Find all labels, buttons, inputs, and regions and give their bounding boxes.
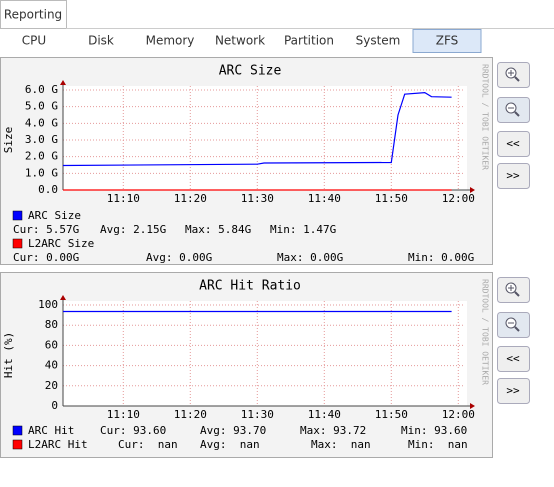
legend-swatch <box>12 238 23 249</box>
tab[interactable]: System <box>356 34 401 48</box>
x-tick-label: 12:00 <box>442 408 475 421</box>
side-button[interactable] <box>497 346 530 372</box>
x-tick-label: 11:50 <box>375 192 408 205</box>
y-tick-label: 6.0 G <box>25 83 58 96</box>
x-tick-label: 11:40 <box>308 408 341 421</box>
tab[interactable]: Network <box>215 34 265 48</box>
y-tick-label: 3.0 G <box>25 133 58 146</box>
axis-arrow <box>60 80 66 85</box>
legend-stat: Min: 93.60 <box>401 424 467 437</box>
x-tick-label: 11:40 <box>308 192 341 205</box>
chart-title: ARC Size <box>219 64 282 79</box>
plot-area <box>63 301 467 406</box>
tab[interactable]: CPU <box>22 34 46 48</box>
legend-stat: Avg: 93.70 <box>200 424 266 437</box>
tab[interactable]: Partition <box>284 34 334 48</box>
watermark: RRDTOOL / TOBI OETIKER <box>481 64 490 170</box>
axis-arrow <box>470 403 475 409</box>
y-tick-label: 40 <box>45 359 58 372</box>
y-tick-label: 0 <box>51 399 58 412</box>
legend-stat: Cur: 5.57G <box>13 223 79 236</box>
nav-button-label[interactable]: << <box>506 352 520 365</box>
zoom-icon[interactable] <box>514 76 520 82</box>
legend-stat: Min: nan <box>408 438 468 451</box>
y-axis-label: Hit (%) <box>2 332 15 378</box>
top-tab-label[interactable]: Reporting <box>4 8 62 22</box>
x-tick-label: 11:10 <box>107 408 140 421</box>
legend-stat: Max: 93.72 <box>300 424 366 437</box>
x-tick-label: 11:20 <box>174 408 207 421</box>
legend-stat: Cur: 0.00G <box>13 251 79 264</box>
legend-stat: Min: 1.47G <box>270 223 336 236</box>
tab[interactable]: Disk <box>88 34 114 48</box>
top-tab[interactable] <box>0 0 67 29</box>
nav-button-label[interactable]: >> <box>506 384 520 397</box>
y-tick-label: 2.0 G <box>25 150 58 163</box>
legend-label: L2ARC Hit <box>28 438 88 451</box>
y-tick-label: 100 <box>38 298 58 311</box>
x-tick-label: 11:10 <box>107 192 140 205</box>
legend-swatch <box>12 210 23 221</box>
y-tick-label: 1.0 G <box>25 166 58 179</box>
nav-button-label[interactable]: << <box>506 137 520 150</box>
watermark: RRDTOOL / TOBI OETIKER <box>481 279 490 385</box>
legend-label: L2ARC Size <box>28 237 94 250</box>
legend-stat: Cur: nan <box>118 438 178 451</box>
series-line <box>62 92 452 167</box>
zoom-icon[interactable] <box>514 291 520 297</box>
x-tick-label: 11:50 <box>375 408 408 421</box>
zoom-icon[interactable] <box>514 326 520 332</box>
zoom-icon[interactable] <box>514 111 520 117</box>
axis-arrow <box>470 187 475 193</box>
legend-stat: Min: 0.00G <box>408 251 474 264</box>
y-tick-label: 80 <box>45 318 58 331</box>
legend-stat: Max: 0.00G <box>277 251 343 264</box>
legend-stat: Cur: 93.60 <box>100 424 166 437</box>
legend-stat: Max: nan <box>311 438 371 451</box>
legend-swatch <box>12 425 23 436</box>
y-tick-label: 20 <box>45 379 58 392</box>
y-tick-label: 4.0 G <box>25 116 58 129</box>
legend-stat: Max: 5.84G <box>185 223 251 236</box>
legend-swatch <box>12 439 23 450</box>
tab[interactable]: Memory <box>146 34 195 48</box>
y-tick-label: 5.0 G <box>25 100 58 113</box>
side-button[interactable] <box>497 163 530 189</box>
axis-arrow <box>60 295 66 300</box>
nav-button-label[interactable]: >> <box>506 169 520 182</box>
chart-title: ARC Hit Ratio <box>199 279 301 294</box>
y-tick-label: 60 <box>45 338 58 351</box>
x-tick-label: 11:20 <box>174 192 207 205</box>
legend-stat: Avg: 2.15G <box>100 223 166 236</box>
legend-stat: Avg: nan <box>200 438 260 451</box>
y-axis-label: Size <box>2 127 15 154</box>
x-tick-label: 11:30 <box>241 192 274 205</box>
side-button[interactable] <box>497 378 530 404</box>
side-button[interactable] <box>497 131 530 157</box>
legend-label: ARC Size <box>28 209 81 222</box>
y-tick-label: 0.0 <box>38 183 58 196</box>
legend-stat: Avg: 0.00G <box>146 251 212 264</box>
tab-selected[interactable] <box>412 29 482 53</box>
legend-label: ARC Hit <box>28 424 74 437</box>
x-tick-label: 12:00 <box>442 192 475 205</box>
plot-area <box>63 86 467 190</box>
tab[interactable]: ZFS <box>436 34 459 48</box>
x-tick-label: 11:30 <box>241 408 274 421</box>
